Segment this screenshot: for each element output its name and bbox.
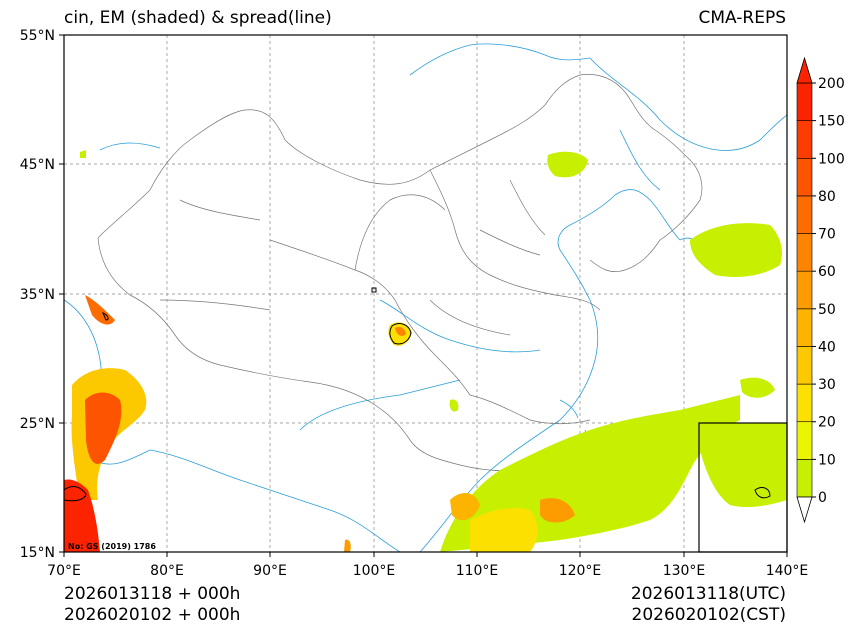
colorbar-segment [796,82,813,121]
colorbar-label: 200 [818,76,845,92]
colorbar-segment [796,233,813,272]
colorbar-label: 70 [818,227,836,243]
axis-ticks [59,34,788,557]
colorbar-label: 60 [818,264,836,280]
colorbar-label: 100 [818,151,845,167]
lon-label: 110°E [456,563,499,579]
colorbar: 0 10 20 30 40 50 60 70 80 100 150 200 [796,56,845,524]
lat-label: 45°N [20,157,55,173]
colorbar-label: 0 [818,490,827,506]
lat-label: 55°N [20,28,55,44]
colorbar-extend-top [796,56,813,84]
colorbar-extend-bottom [796,496,813,524]
lon-label: 80°E [150,563,184,579]
lon-label: 140°E [766,563,809,579]
colorbar-segment [796,157,813,197]
colorbar-label: 40 [818,339,836,355]
init-time-cst: 2026020102 + 000h [64,605,241,625]
valid-time-utc: 2026013118(UTC) [630,584,786,604]
colorbar-label: 150 [818,114,845,130]
borders [97,74,703,472]
lat-labels: 55°N 45°N 35°N 25°N 15°N [20,28,55,561]
colorbar-label: 10 [818,452,836,468]
lon-label: 70°E [47,563,81,579]
lon-label: 120°E [559,563,602,579]
lon-label: 90°E [253,563,287,579]
lon-label: 130°E [663,563,706,579]
chart-title-right: CMA-REPS [698,8,786,28]
colorbar-segment [796,120,813,159]
colorbar-label: 20 [818,415,836,431]
colorbar-segment [796,195,813,234]
colorbar-label: 50 [818,302,836,318]
colorbar-label: 80 [818,189,836,205]
colorbar-segment [796,346,813,385]
colorbar-segment [796,421,813,460]
spread-contours [64,287,771,502]
lat-label: 25°N [20,416,55,432]
valid-time-cst: 2026020102(CST) [631,605,786,625]
cin-shading [64,150,787,552]
colorbar-label: 30 [818,377,836,393]
lat-label: 35°N [20,287,55,303]
lat-label: 15°N [20,545,55,561]
colorbar-segment [796,459,813,498]
colorbar-segment [796,270,813,310]
colorbar-segment [796,308,813,347]
init-time-utc: 2026013118 + 000h [64,584,241,604]
lon-label: 100°E [353,563,396,579]
colorbar-segment [796,383,813,423]
chart-title-left: cin, EM (shaded) & spread(line) [64,8,332,28]
map-source-note: No: GS (2019) 1786 [68,542,156,551]
lon-labels: 70°E 80°E 90°E 100°E 110°E 120°E 130°E 1… [47,563,808,579]
